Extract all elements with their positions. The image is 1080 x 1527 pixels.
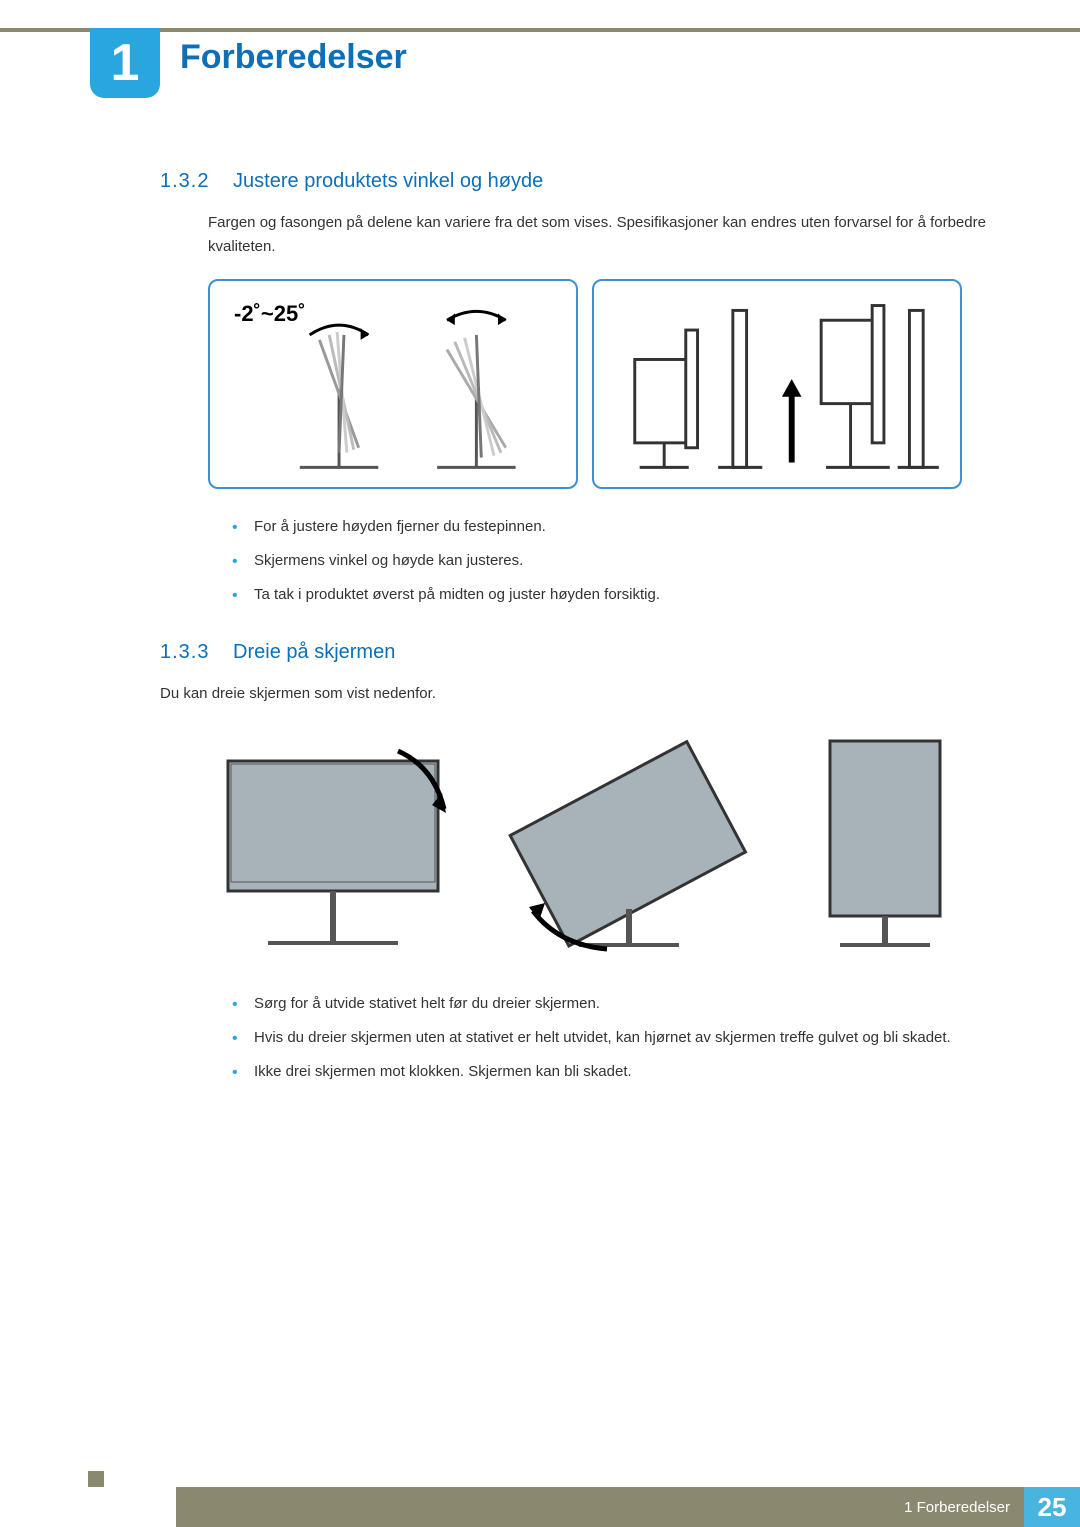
footer-bar: 1 Forberedelser [176,1487,1024,1527]
monitor-landscape [208,731,458,961]
angle-label: -2˚~25˚ [234,301,306,327]
section-heading-132: 1.3.2 Justere produktets vinkel og høyde [160,170,990,193]
diagram-height [592,279,962,489]
list-item: Ikke drei skjermen mot klokken. Skjermen… [232,1060,990,1084]
list-item: Sørg for å utvide stativet helt før du d… [232,992,990,1016]
section-133-intro: Du kan dreie skjermen som vist nedenfor. [160,682,990,706]
footer-notch [0,1487,88,1527]
section-132-bullets: For å justere høyden fjerner du festepin… [232,515,990,607]
monitor-portrait [800,731,970,961]
diagram-tilt-swivel: -2˚~25˚ [208,279,578,489]
section-title: Dreie på skjermen [233,641,395,663]
header-bar [0,28,1080,32]
page-footer: 1 Forberedelser 25 [0,1487,1080,1527]
list-item: Hvis du dreier skjermen uten at stativet… [232,1026,990,1050]
page-content: 1.3.2 Justere produktets vinkel og høyde… [160,170,990,1118]
section-132-intro: Fargen og fasongen på delene kan variere… [208,211,990,259]
height-svg [594,281,960,487]
section-number: 1.3.2 [160,170,209,192]
section-133-bullets: Sørg for å utvide stativet helt før du d… [232,992,990,1084]
footer-text: 1 Forberedelser [904,1499,1010,1516]
footer-tick [88,1471,104,1487]
monitor-rotating [499,731,759,961]
list-item: For å justere høyden fjerner du festepin… [232,515,990,539]
list-item: Skjermens vinkel og høyde kan justeres. [232,549,990,573]
list-item: Ta tak i produktet øverst på midten og j… [232,583,990,607]
section-heading-133: 1.3.3 Dreie på skjermen [160,641,990,664]
footer-page-number: 25 [1024,1487,1080,1527]
chapter-badge: 1 [90,28,160,98]
chapter-title: Forberedelser [180,38,407,77]
section-number: 1.3.3 [160,641,209,663]
diagram-row-132: -2˚~25˚ [208,279,990,489]
diagram-row-133 [208,726,970,966]
section-title: Justere produktets vinkel og høyde [233,170,543,192]
